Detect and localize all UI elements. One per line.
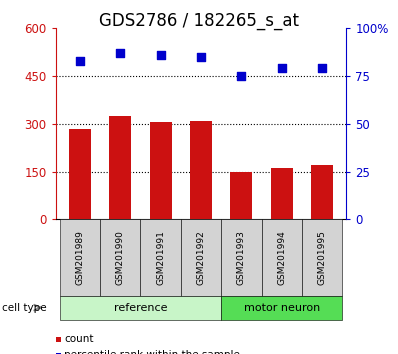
Point <box>77 58 83 64</box>
Text: reference: reference <box>114 303 167 313</box>
Bar <box>271 167 293 219</box>
Bar <box>69 129 91 219</box>
Text: GSM201990: GSM201990 <box>116 230 125 285</box>
Text: GDS2786 / 182265_s_at: GDS2786 / 182265_s_at <box>99 12 299 30</box>
Bar <box>190 121 212 219</box>
Text: GSM201992: GSM201992 <box>197 230 205 285</box>
Bar <box>230 172 252 219</box>
Text: GSM201994: GSM201994 <box>277 230 286 285</box>
Bar <box>109 116 131 219</box>
Text: motor neuron: motor neuron <box>244 303 320 313</box>
Point <box>279 65 285 71</box>
Bar <box>311 165 333 219</box>
Point <box>198 54 204 60</box>
Text: GSM201995: GSM201995 <box>318 230 326 285</box>
Text: GSM201991: GSM201991 <box>156 230 165 285</box>
Bar <box>150 122 172 219</box>
Text: percentile rank within the sample: percentile rank within the sample <box>64 350 240 354</box>
Text: cell type: cell type <box>2 303 47 313</box>
Point <box>319 65 325 71</box>
Text: GSM201989: GSM201989 <box>76 230 84 285</box>
Point <box>117 50 123 56</box>
Point <box>238 73 244 79</box>
Point <box>158 52 164 58</box>
Text: count: count <box>64 334 94 344</box>
Text: GSM201993: GSM201993 <box>237 230 246 285</box>
